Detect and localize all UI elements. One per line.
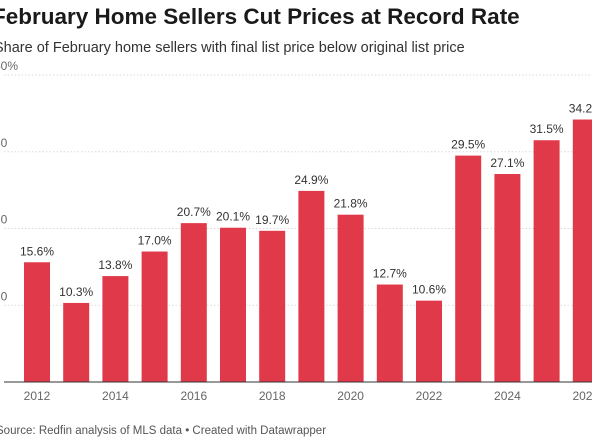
x-tick-label: 2012 xyxy=(24,389,51,403)
data-label: 20.7% xyxy=(177,205,211,219)
data-label: 10.3% xyxy=(59,285,93,299)
bar xyxy=(376,284,403,382)
data-label: 17.0% xyxy=(138,234,172,248)
bar xyxy=(141,251,168,382)
bar xyxy=(63,302,90,382)
x-tick-label: 2024 xyxy=(494,389,521,403)
chart-subtitle: Share of February home sellers with fina… xyxy=(0,40,465,56)
bar xyxy=(416,300,442,382)
bar xyxy=(24,262,50,382)
x-tick-label: 2022 xyxy=(416,389,443,403)
data-label: 13.8% xyxy=(98,258,132,272)
bar xyxy=(455,155,482,382)
source-note: Source: Redfin analysis of MLS data • Cr… xyxy=(0,425,327,437)
x-tick-label: 2026 xyxy=(572,389,592,403)
x-tick-label: 2020 xyxy=(337,389,364,403)
data-label: 21.8% xyxy=(334,197,368,211)
bar xyxy=(298,190,325,382)
data-label: 19.7% xyxy=(255,213,289,227)
data-label: 12.7% xyxy=(373,267,407,281)
bar xyxy=(220,227,246,382)
bar xyxy=(572,119,592,382)
bar xyxy=(102,276,129,382)
data-label: 29.5% xyxy=(451,138,485,152)
bar xyxy=(533,140,560,382)
bar xyxy=(494,174,521,382)
data-label: 34.2% xyxy=(569,102,592,116)
y-tick-label: 30 xyxy=(0,136,8,150)
bar xyxy=(180,223,207,382)
chart-title: February Home Sellers Cut Prices at Reco… xyxy=(0,4,520,29)
x-tick-label: 2014 xyxy=(102,389,129,403)
data-label: 27.1% xyxy=(490,156,524,170)
y-tick-label: 10 xyxy=(0,289,8,303)
bar xyxy=(259,230,286,382)
data-label: 24.9% xyxy=(294,173,328,187)
data-label: 15.6% xyxy=(20,244,54,258)
x-tick-label: 2018 xyxy=(259,389,286,403)
data-label: 20.1% xyxy=(216,210,250,224)
y-tick-label: 40% xyxy=(0,59,18,73)
bar xyxy=(337,214,364,382)
y-tick-label: 20 xyxy=(0,213,8,227)
data-label: 10.6% xyxy=(412,283,446,297)
x-tick-label: 2016 xyxy=(180,389,207,403)
data-label: 31.5% xyxy=(530,122,564,136)
